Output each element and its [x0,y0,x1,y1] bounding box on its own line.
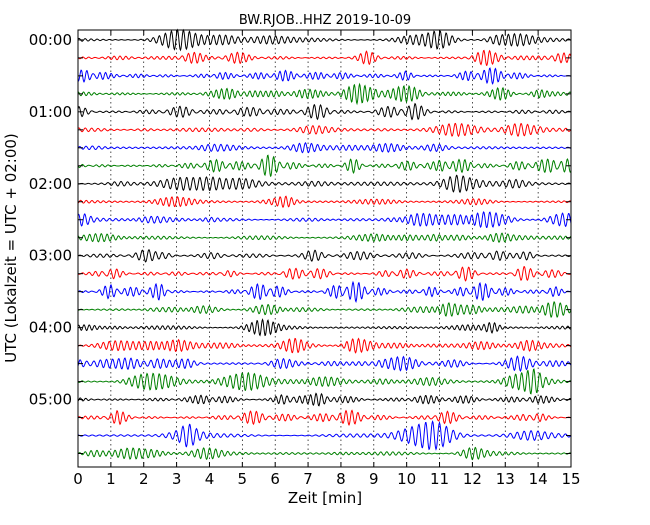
x-tick-label: 9 [369,470,379,488]
chart-title: BW.RJOB..HHZ 2019-10-09 [239,13,411,28]
trace-line [77,82,572,106]
trace-line [77,355,572,373]
x-tick-label: 0 [73,470,83,488]
x-tick-label: 10 [397,470,416,488]
trace-line [77,337,572,354]
x-tick-label: 2 [139,470,149,488]
trace-line [77,446,572,461]
trace-line [77,409,572,427]
trace-line [77,102,572,121]
trace-line [77,174,572,194]
hour-label: 02:00 [29,175,72,193]
trace-line [77,49,572,67]
trace-line [77,67,572,85]
trace-line [77,368,572,395]
tick-layer: 0 1 2 3 4 5 6 7 8 9 10 11 12 13 14 1500:0001:0002:0003:… [29,30,581,488]
x-tick-label: 12 [463,470,482,488]
trace-line [77,28,572,52]
x-axis-label: Zeit [min] [288,489,362,507]
x-tick-label: 5 [238,470,248,488]
trace-line [77,280,572,303]
x-tick-label: 1 [106,470,116,488]
trace-line [77,195,572,209]
trace-line [77,392,572,407]
x-tick-label: 6 [270,470,280,488]
x-tick-label: 3 [172,470,182,488]
x-tick-label: 8 [336,470,346,488]
x-tick-label: 13 [496,470,515,488]
trace-line [77,318,572,337]
trace-line [77,266,572,282]
x-tick-label: 15 [561,470,580,488]
trace-line [77,211,572,229]
trace-line [77,232,572,244]
trace-line [77,122,572,138]
y-axis-label: UTC (Lokalzeit = UTC + 02:00) [2,133,20,363]
trace-line [77,301,572,318]
x-tick-label: 14 [529,470,548,488]
trace-line [77,420,572,451]
hour-label: 03:00 [29,247,72,265]
trace-line [77,154,572,177]
hour-label: 05:00 [29,391,72,409]
hour-label: 04:00 [29,319,72,337]
x-tick-label: 7 [303,470,313,488]
trace-layer [77,28,572,461]
trace-line [77,249,572,263]
hour-label: 01:00 [29,103,72,121]
x-tick-label: 4 [205,470,215,488]
hour-label: 00:00 [29,31,72,49]
plot-frame [77,29,572,468]
trace-line [77,142,572,154]
x-tick-label: 11 [430,470,449,488]
